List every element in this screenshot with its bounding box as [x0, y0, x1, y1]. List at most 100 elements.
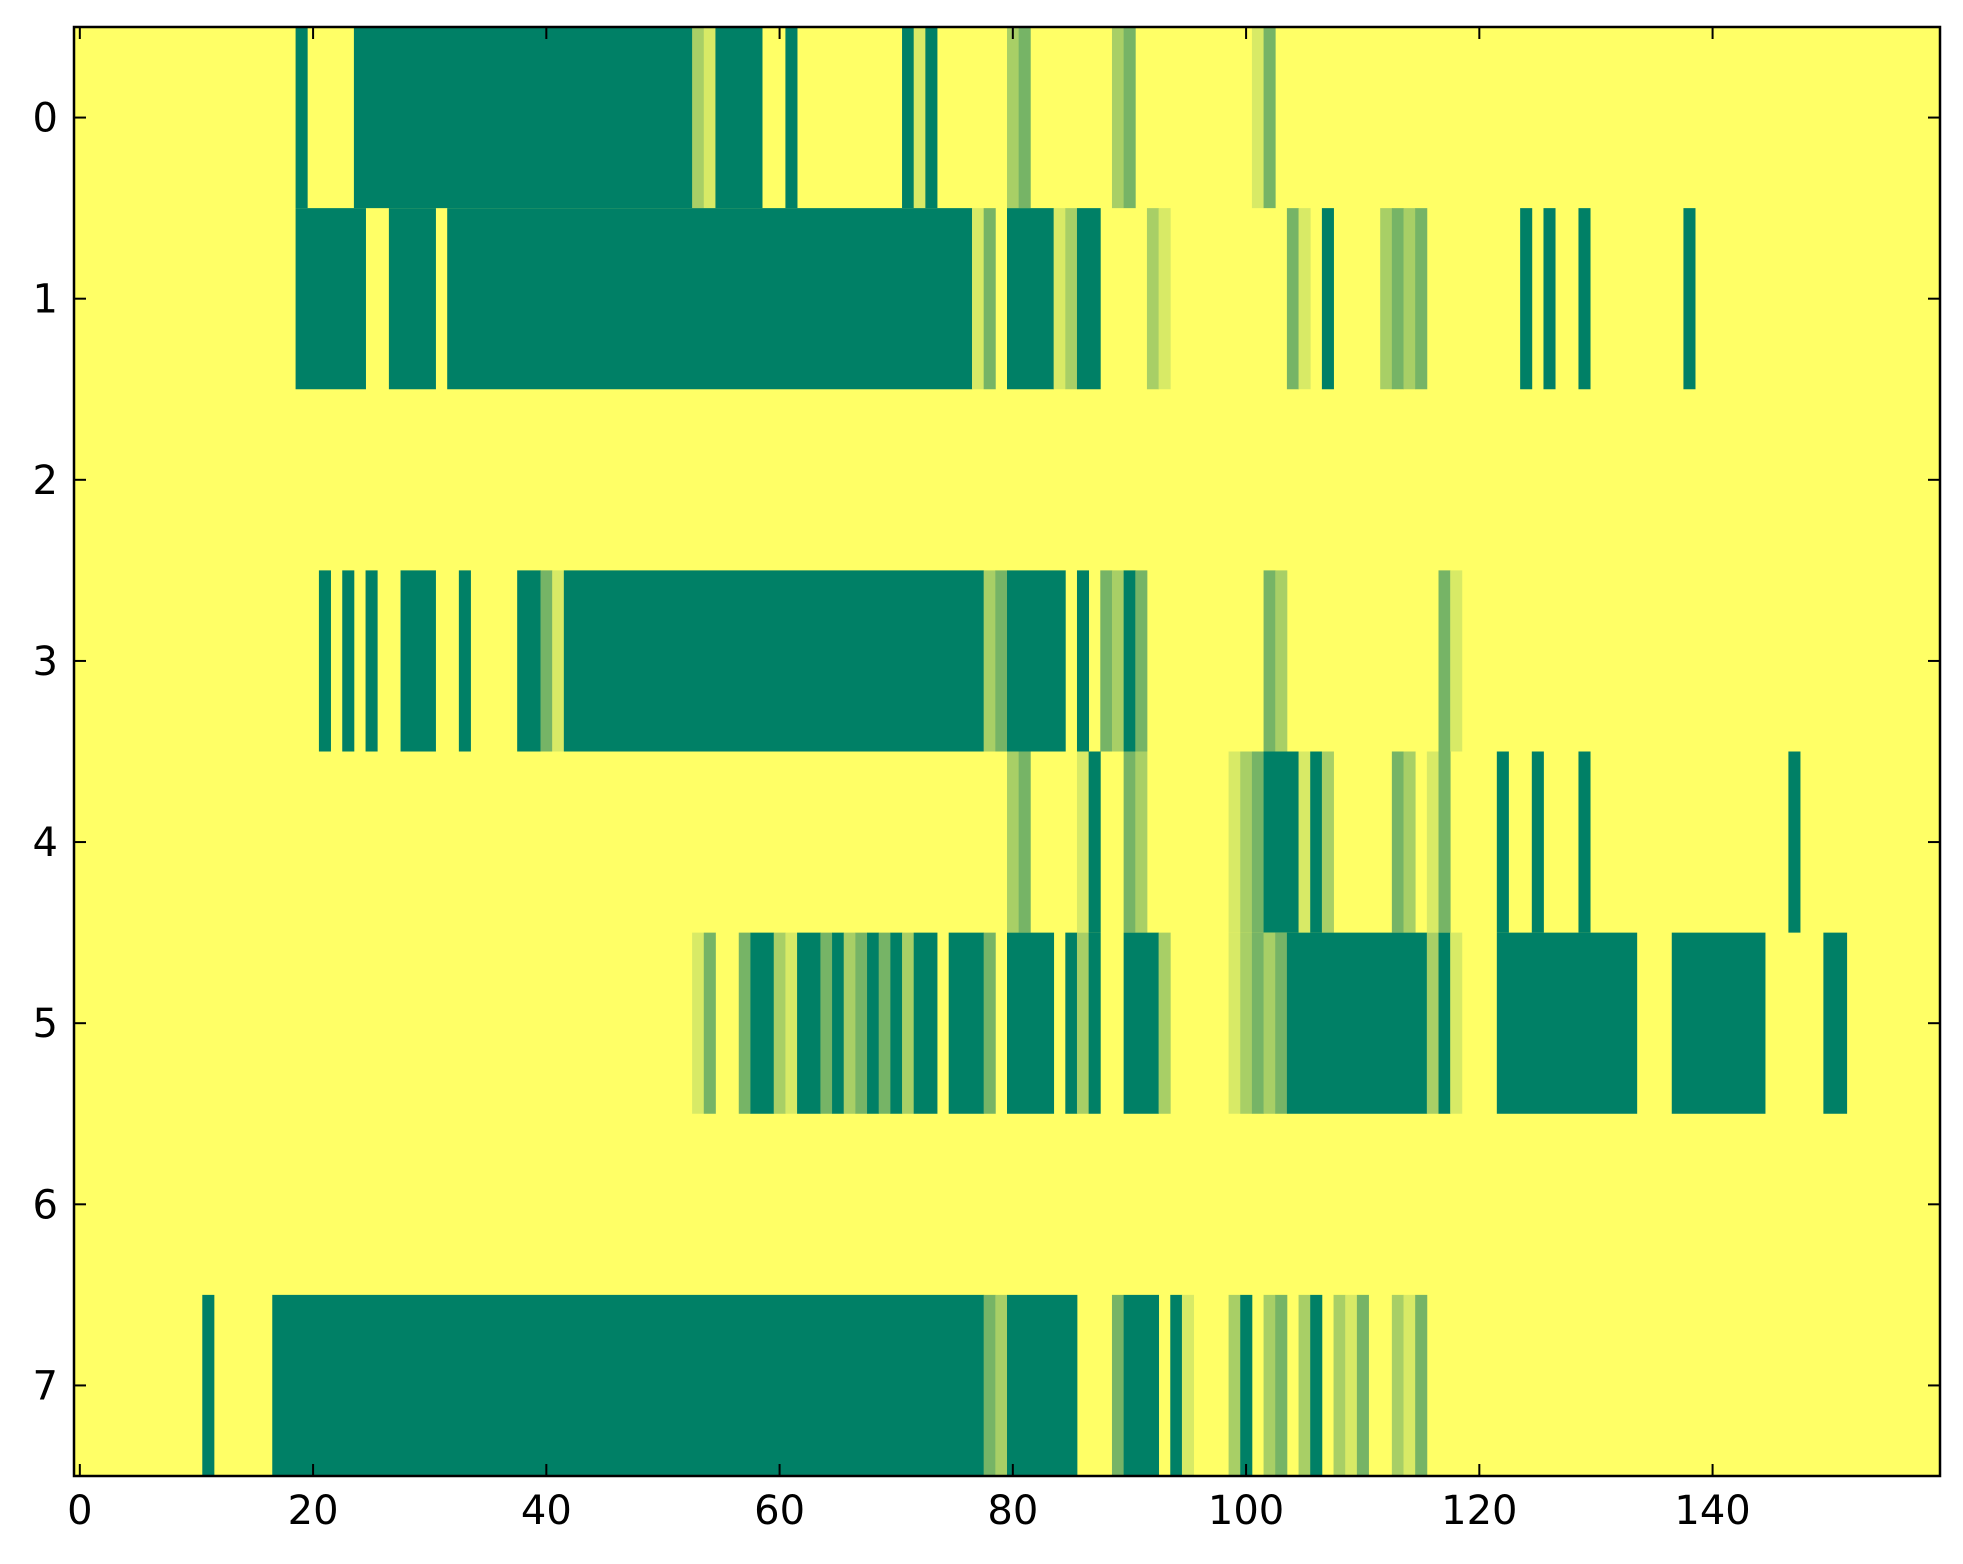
heatmap-cell: [1065, 932, 1078, 1114]
heatmap-cell: [1146, 208, 1160, 390]
plot-frame: [72, 25, 1942, 1478]
heatmap-cell: [1298, 751, 1311, 933]
heatmap-cell: [1240, 1294, 1253, 1477]
heatmap-cell: [1683, 208, 1696, 390]
heatmap-cell: [785, 932, 798, 1114]
heatmap-cell: [1531, 751, 1544, 933]
heatmap-cell: [750, 932, 775, 1114]
heatmap-cell: [1450, 570, 1463, 752]
heatmap-cell: [1076, 751, 1090, 933]
heatmap-cell: [1403, 751, 1416, 933]
heatmap-cell: [797, 932, 821, 1114]
heatmap-cell: [1286, 932, 1428, 1114]
heatmap-cell: [1263, 751, 1299, 933]
y-tick-label: 1: [33, 277, 58, 323]
heatmap-cell: [773, 932, 786, 1114]
heatmap-cell: [1018, 751, 1031, 933]
heatmap-cell: [1391, 208, 1404, 390]
heatmap-cell: [867, 932, 880, 1114]
heatmap-cell: [1251, 932, 1264, 1114]
heatmap-cell: [1018, 27, 1031, 209]
y-tick-label: 0: [33, 96, 58, 142]
heatmap-cell: [1170, 1294, 1183, 1477]
heatmap-cell: [1356, 1294, 1369, 1477]
heatmap-cell: [353, 27, 693, 209]
heatmap-cell: [1263, 1294, 1276, 1477]
heatmap-cell: [1007, 208, 1055, 390]
heatmap-cell: [703, 932, 716, 1114]
heatmap-cell: [295, 208, 366, 390]
heatmap-cell: [272, 1294, 985, 1477]
heatmap-cell: [1181, 1294, 1194, 1477]
heatmap-cell: [1240, 751, 1253, 933]
heatmap-cell: [1111, 570, 1125, 752]
heatmap-cell: [902, 932, 915, 1114]
heatmap-cell: [878, 932, 891, 1114]
heatmap-cell: [1076, 208, 1101, 390]
heatmap-cell: [1380, 208, 1393, 390]
heatmap-cell: [1275, 570, 1288, 752]
heatmap-cell: [1426, 932, 1439, 1114]
heatmap-cell: [1123, 751, 1136, 933]
heatmap-cell: [1415, 1294, 1428, 1477]
heatmap-cell: [365, 570, 378, 752]
heatmap-cell: [1065, 208, 1078, 390]
heatmap-cell: [295, 27, 308, 209]
heatmap-cell: [855, 932, 868, 1114]
heatmap-cell: [1228, 932, 1241, 1114]
heatmap-cell: [983, 570, 996, 752]
heatmap-cell: [1321, 751, 1334, 933]
y-tick-label: 3: [33, 639, 58, 685]
heatmap-cell: [1671, 932, 1766, 1114]
heatmap-cell: [1100, 570, 1113, 752]
heatmap-cell: [1450, 932, 1463, 1114]
heatmap-cell: [1333, 1294, 1346, 1477]
heatmap-cell: [458, 570, 471, 752]
heatmap-cell: [1123, 1294, 1160, 1477]
heatmap-cell: [342, 570, 355, 752]
heatmap-cell: [1135, 570, 1148, 752]
heatmap-cell: [1123, 932, 1160, 1114]
heatmap-cell: [1391, 1294, 1404, 1477]
heatmap-cell: [1158, 932, 1171, 1114]
x-axis: 0 20 40 60 80 100 120 140: [67, 27, 1751, 1534]
x-tick-label: 20: [288, 1488, 339, 1534]
heatmap-cell: [1788, 751, 1801, 933]
heatmap-cell: [1520, 208, 1533, 390]
heatmap-cells: [202, 27, 1848, 1477]
heatmap-cell: [1426, 751, 1439, 933]
x-tick-label: 0: [67, 1488, 92, 1534]
heatmap-cell: [1251, 751, 1264, 933]
heatmap-cell: [738, 932, 751, 1114]
heatmap-cell: [703, 27, 716, 209]
heatmap-cell: [1228, 751, 1241, 933]
heatmap-cell: [1088, 751, 1101, 933]
heatmap-cell: [983, 1294, 996, 1477]
heatmap-cell: [832, 932, 845, 1114]
heatmap-cell: [1135, 751, 1148, 933]
heatmap-cell: [400, 570, 436, 752]
heatmap-cell: [1578, 751, 1591, 933]
heatmap-cell: [1391, 751, 1404, 933]
heatmap-cell: [563, 570, 985, 752]
heatmap-cell: [1345, 1294, 1358, 1477]
y-tick-label: 4: [33, 820, 58, 866]
heatmap-cell: [1543, 208, 1556, 390]
heatmap-cell: [692, 932, 705, 1114]
heatmap-cell: [995, 570, 1008, 752]
heatmap-cell: [1007, 751, 1020, 933]
heatmap-cell: [948, 932, 985, 1114]
heatmap-cell: [1251, 27, 1264, 209]
heatmap-cell: [1496, 751, 1509, 933]
heatmap-cell: [540, 570, 553, 752]
heatmap-cell: [715, 27, 763, 209]
heatmap-cell: [318, 570, 331, 752]
x-tick-label: 120: [1441, 1488, 1517, 1534]
x-tick-label: 140: [1674, 1488, 1750, 1534]
y-axis: 0 1 2 3 4 5 6 7: [33, 96, 1940, 1409]
heatmap-cell: [552, 570, 565, 752]
heatmap-cell: [1310, 751, 1323, 933]
heatmap-cell: [1007, 570, 1066, 752]
x-tick-label: 40: [521, 1488, 572, 1534]
